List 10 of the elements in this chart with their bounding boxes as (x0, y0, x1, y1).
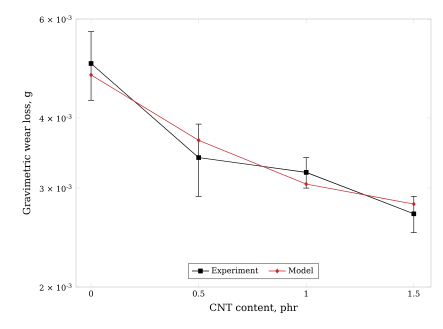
point (88, 61, 94, 66)
point (412, 202, 416, 206)
x-axis-title: CNT content, phr (210, 303, 298, 314)
point (304, 170, 309, 175)
y-axis-title: Gravimetric wear loss, g (22, 91, 32, 214)
point (196, 155, 201, 160)
point (196, 138, 200, 143)
point (411, 211, 416, 216)
point (89, 72, 93, 78)
point (304, 182, 308, 186)
